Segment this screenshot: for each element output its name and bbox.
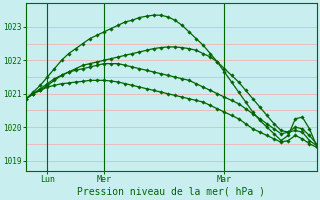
X-axis label: Pression niveau de la mer( hPa ): Pression niveau de la mer( hPa ) [77, 187, 265, 197]
